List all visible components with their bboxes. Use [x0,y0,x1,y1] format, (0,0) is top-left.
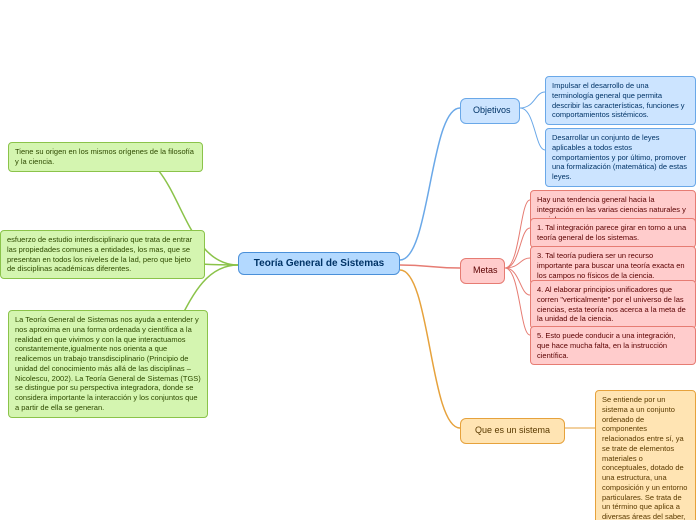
metas-4: 4. Al elaborar principios unificadores q… [530,280,696,329]
sistema-desc: Se entiende por un sistema a un conjunto… [595,390,696,520]
left-theory-leaf: La Teoría General de Sistemas nos ayuda … [8,310,208,418]
sistema-node[interactable]: Que es un sistema [460,418,565,444]
center-node[interactable]: Teoría General de Sistemas [238,252,400,275]
metas-node[interactable]: Metas [460,258,505,284]
left-origin-leaf: Tiene su origen en los mismos orígenes d… [8,142,203,172]
metas-2: 1. Tal integración parece girar en torno… [530,218,696,248]
objetivos-item1: Impulsar el desarrollo de una terminolog… [545,76,696,125]
left-effort-leaf: esfuerzo de estudio interdisciplinario q… [0,230,205,279]
objetivos-item2: Desarrollar un conjunto de leyes aplicab… [545,128,696,187]
objetivos-node[interactable]: Objetivos [460,98,520,124]
metas-5: 5. Esto puede conducir a una integración… [530,326,696,365]
